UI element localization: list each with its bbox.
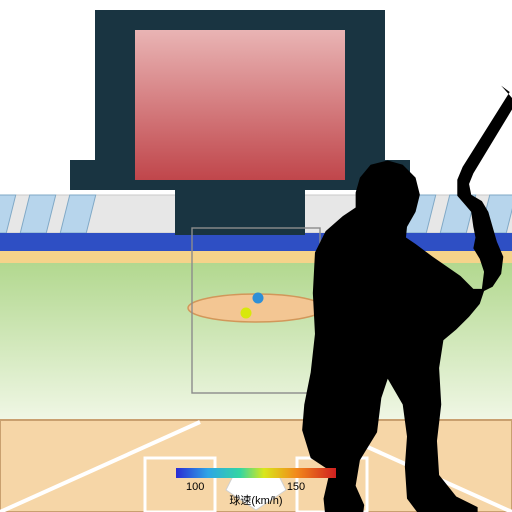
pitch-marker <box>253 293 264 304</box>
colorbar-tick-label: 150 <box>287 481 305 493</box>
colorbar-label: 球速(km/h) <box>229 493 282 507</box>
outfield-wall <box>0 233 512 251</box>
colorbar-tick-label: 100 <box>186 481 204 493</box>
pitch-location-chart: 100 150 球速(km/h) <box>0 0 512 512</box>
pitch-marker <box>241 308 252 319</box>
scoreboard-screen <box>135 30 345 180</box>
speed-colorbar <box>176 468 336 478</box>
scoreboard-wing-left <box>70 160 95 190</box>
